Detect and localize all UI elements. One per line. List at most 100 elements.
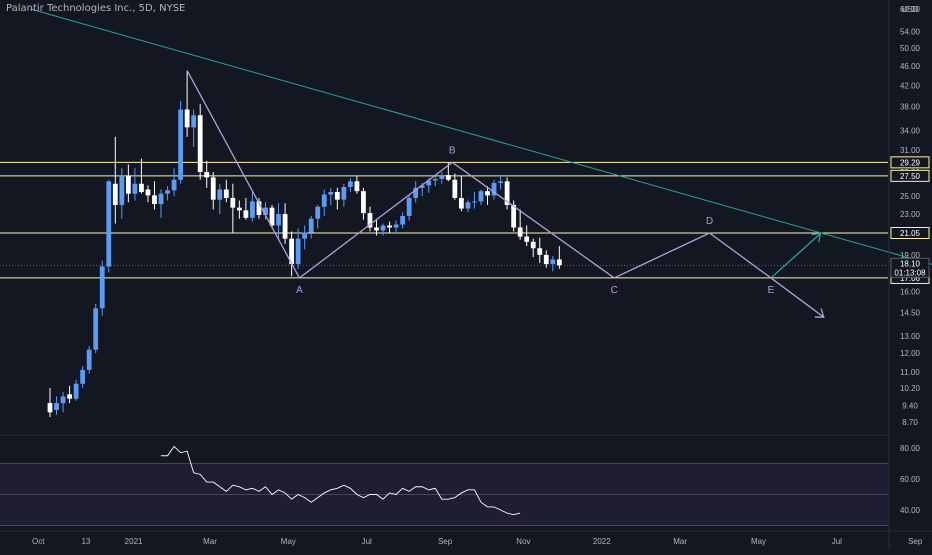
- time-tick-label: 13: [81, 537, 90, 546]
- time-tick-label: 2022: [593, 537, 611, 546]
- price-axis[interactable]: 60.00 54.00 50.00 46.00 42.00 38.00 34.00 31.00…: [888, 0, 930, 550]
- price-tick-label: 50.00: [900, 44, 921, 53]
- candle-body: [230, 197, 236, 208]
- candle-body: [210, 177, 216, 200]
- level-price-badge: [890, 226, 930, 239]
- candle-body: [524, 236, 530, 242]
- candle-body: [80, 369, 86, 384]
- candle-body: [361, 191, 366, 214]
- time-tick-label: 2021: [125, 537, 143, 546]
- price-tick-label: 31.00: [900, 146, 921, 155]
- symbol-title: Palantir Technologies Inc., 5D, NYSE: [6, 3, 186, 14]
- projection-up-line: [770, 233, 821, 279]
- candle-body: [550, 259, 556, 265]
- candle-body: [289, 238, 295, 265]
- time-tick-label: Mar: [203, 537, 217, 546]
- pattern-segment: [186, 70, 301, 279]
- candle-body: [145, 189, 151, 196]
- candle-body: [191, 115, 197, 128]
- candle-body: [413, 187, 419, 198]
- candle-body: [282, 214, 288, 239]
- price-tick-label: 38.00: [900, 103, 921, 112]
- candle-body: [491, 182, 497, 196]
- candle-body: [132, 183, 138, 194]
- projection-up-arrowhead: [811, 232, 822, 243]
- candle-body: [387, 225, 392, 228]
- pattern-label-d: D: [706, 216, 713, 227]
- candle-body: [152, 195, 157, 205]
- candle-body: [504, 181, 510, 205]
- candle-body: [432, 178, 438, 181]
- candle-body: [530, 241, 536, 249]
- rsi-pane: [0, 434, 888, 526]
- pattern-segment: [613, 232, 710, 279]
- candle-body: [73, 383, 79, 399]
- candle-body: [236, 207, 242, 211]
- candle-body: [426, 180, 432, 186]
- candle-body: [171, 179, 177, 191]
- price-tick-label: 34.00: [900, 126, 921, 135]
- rsi-tick-label: 40.00: [900, 506, 921, 515]
- candle-body: [341, 187, 347, 200]
- level-price-badge-label: 21.05: [900, 229, 921, 238]
- candle-body: [178, 109, 183, 180]
- candle-body: [112, 183, 118, 205]
- candle-body: [406, 197, 412, 216]
- price-tick-label: 42.00: [900, 81, 921, 90]
- rsi-line: [161, 445, 521, 516]
- candle-body: [511, 204, 517, 228]
- candle-body: [223, 189, 229, 198]
- time-tick-label: May: [751, 537, 766, 546]
- candle-body: [99, 266, 105, 309]
- last-price-badge: [890, 257, 930, 278]
- candle-body: [328, 191, 334, 195]
- candle-body: [243, 210, 249, 218]
- time-axis[interactable]: Oct 13 2021 Mar May Jul Sep Nov 2022 Mar May Jul Sep: [0, 530, 932, 546]
- candle-body: [400, 215, 406, 225]
- candle-body: [315, 206, 321, 219]
- level-price-badge-label: 27.50: [900, 172, 921, 181]
- level-price-badge: [890, 169, 930, 182]
- candle-body: [367, 213, 373, 228]
- candle-body: [119, 175, 125, 205]
- level-price-badge-label: 29.29: [900, 158, 921, 167]
- candle-body: [354, 181, 360, 192]
- rsi-line-group: [161, 445, 521, 516]
- candle-body: [347, 181, 353, 188]
- pattern-label-b: B: [449, 145, 456, 156]
- time-tick-label: Mar: [673, 537, 687, 546]
- level-price-badge-label: 17.06: [900, 274, 921, 283]
- candle-body: [458, 197, 464, 209]
- horizontal-levels: [0, 161, 888, 279]
- candlestick-series: [47, 70, 562, 418]
- price-tick-label: 25.00: [900, 192, 921, 201]
- candle-body: [217, 189, 223, 200]
- price-tick-label: 54.00: [900, 28, 921, 37]
- candle-body: [393, 224, 399, 228]
- candle-body: [452, 179, 458, 198]
- currency-label: USD: [902, 5, 919, 14]
- candle-body: [374, 227, 379, 231]
- candle-body: [276, 214, 281, 226]
- candle-body: [93, 308, 99, 350]
- pattern-segment: [299, 161, 453, 279]
- candle-body: [139, 183, 144, 192]
- price-tick-label: 60.00: [900, 5, 921, 14]
- candle-body: [165, 190, 170, 194]
- price-tick-label: 11.00: [900, 368, 920, 377]
- candle-body: [308, 218, 314, 233]
- candle-body: [204, 171, 210, 178]
- price-tick-label: 12.00: [900, 349, 921, 358]
- candle-body: [269, 207, 275, 226]
- candle-body: [380, 225, 386, 231]
- candle-body: [478, 191, 484, 202]
- time-tick-label: Sep: [908, 537, 923, 546]
- candle-body: [184, 109, 190, 128]
- candle-body: [556, 259, 562, 266]
- candle-body: [517, 227, 523, 237]
- price-tick-label: 16.00: [900, 288, 921, 297]
- candle-body: [106, 181, 112, 267]
- pattern-label-a: A: [296, 285, 303, 296]
